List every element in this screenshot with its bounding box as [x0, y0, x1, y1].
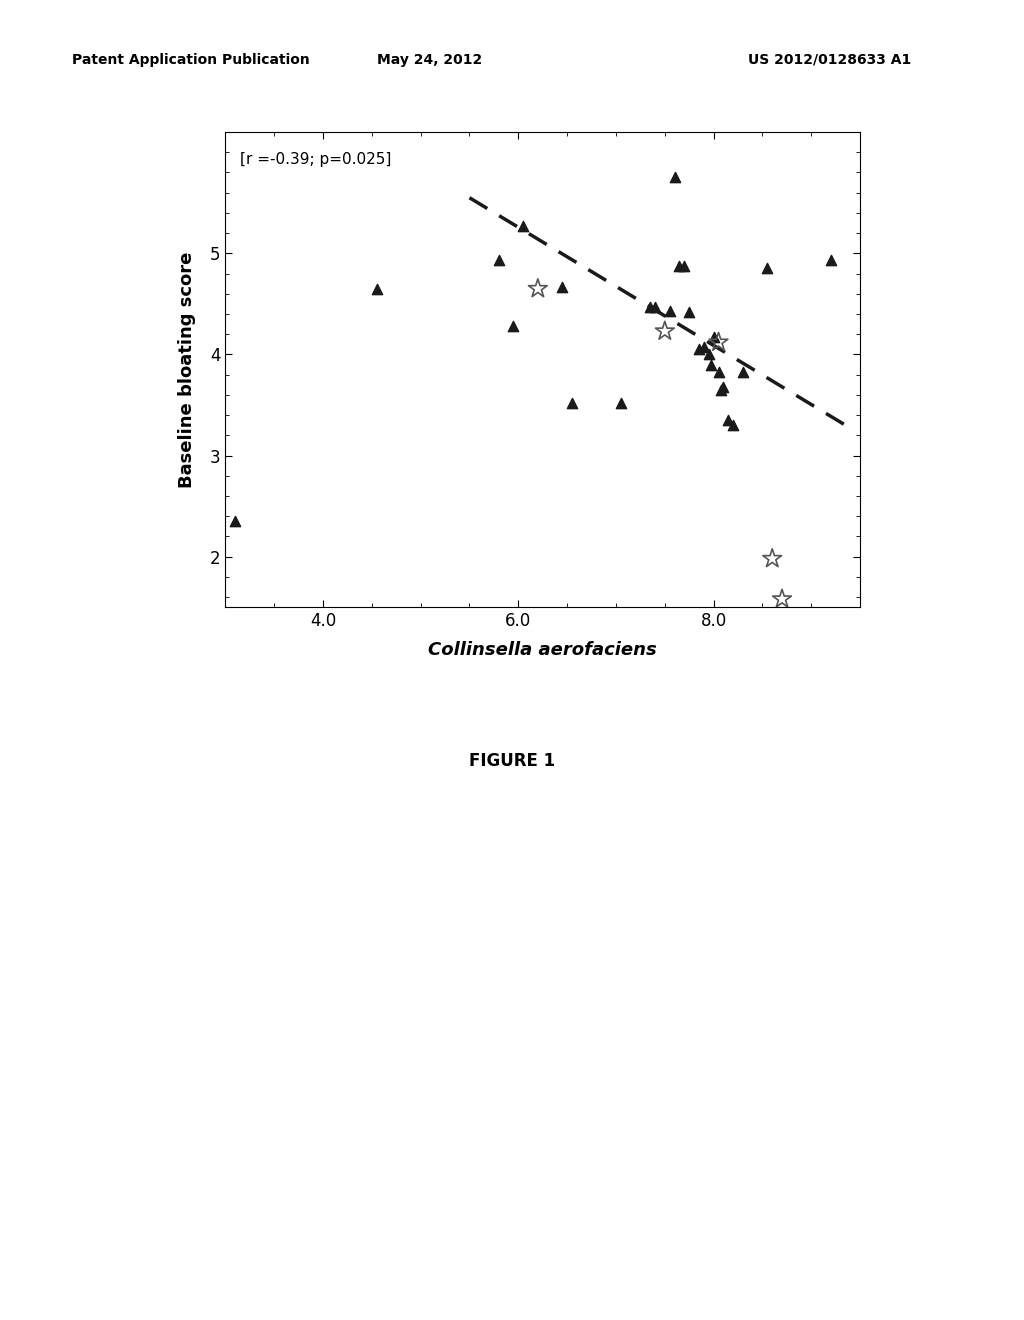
Point — [759, 257, 775, 279]
Point — [667, 166, 683, 187]
Point — [662, 301, 678, 322]
Point — [702, 354, 719, 375]
Point — [612, 392, 629, 413]
Point — [676, 256, 692, 277]
Point — [691, 339, 708, 360]
Point — [714, 379, 730, 400]
Y-axis label: Baseline bloating score: Baseline bloating score — [178, 251, 196, 488]
Point — [529, 279, 546, 300]
Point — [681, 301, 697, 322]
Point — [369, 279, 385, 300]
Point — [735, 362, 752, 383]
Point — [564, 392, 581, 413]
Point — [715, 376, 731, 397]
Point — [515, 215, 531, 236]
Point — [764, 548, 780, 569]
Point — [656, 321, 673, 342]
Text: [r =-0.39; p=0.025]: [r =-0.39; p=0.025] — [240, 152, 391, 168]
Text: US 2012/0128633 A1: US 2012/0128633 A1 — [748, 53, 910, 67]
Point — [711, 362, 727, 383]
Point — [774, 589, 791, 610]
Text: Patent Application Publication: Patent Application Publication — [72, 53, 309, 67]
Point — [700, 345, 717, 366]
Point — [720, 409, 736, 430]
Text: FIGURE 1: FIGURE 1 — [469, 752, 555, 771]
Point — [711, 331, 727, 352]
X-axis label: Collinsella aerofaciens: Collinsella aerofaciens — [428, 642, 657, 659]
Text: May 24, 2012: May 24, 2012 — [378, 53, 482, 67]
Point — [695, 337, 712, 358]
Point — [725, 414, 741, 436]
Point — [227, 511, 244, 532]
Point — [642, 297, 658, 318]
Point — [672, 256, 688, 277]
Point — [706, 326, 722, 347]
Point — [490, 249, 507, 271]
Point — [554, 276, 570, 297]
Point — [647, 297, 664, 318]
Point — [505, 315, 521, 337]
Point — [822, 249, 839, 271]
